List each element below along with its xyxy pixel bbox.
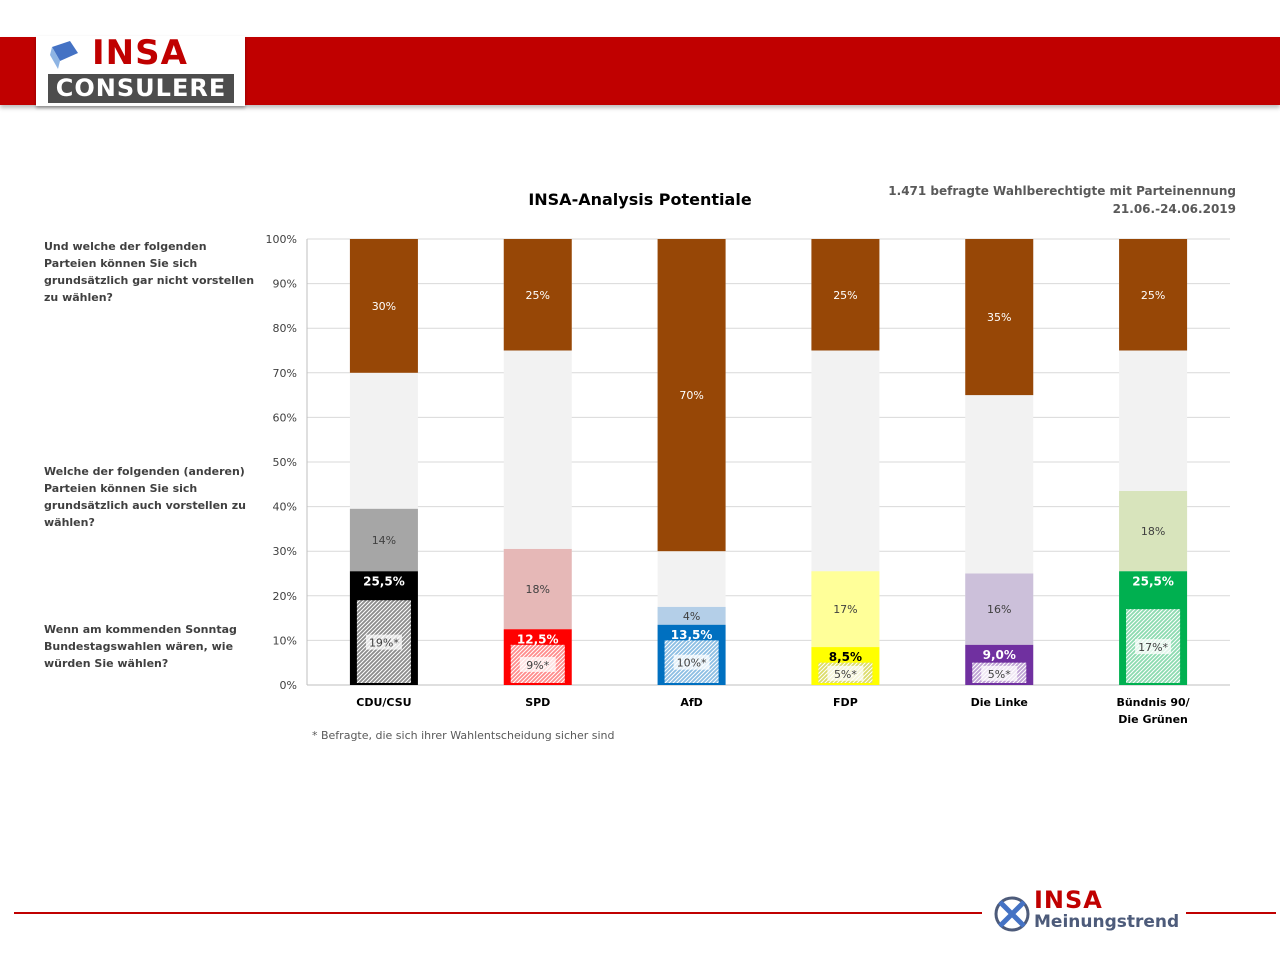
y-tick-label: 50% xyxy=(273,456,297,469)
bar-segment-potential xyxy=(349,508,418,572)
meinungstrend-cross-icon xyxy=(994,896,1030,932)
question-reject: Und welche der folgenden Parteien können… xyxy=(44,240,255,304)
x-category-label: CDU/CSU xyxy=(356,696,411,709)
y-tick-label: 90% xyxy=(273,278,297,291)
x-category-label: Die Grünen xyxy=(1118,713,1188,726)
y-tick-label: 100% xyxy=(266,233,297,246)
y-tick-label: 80% xyxy=(273,322,297,335)
data-label-sure: 5%* xyxy=(988,668,1011,681)
data-label-sure-bg xyxy=(827,665,864,681)
data-label-potential: 18% xyxy=(526,583,550,596)
data-label-reject: 25% xyxy=(1141,289,1165,302)
data-label-reject: 35% xyxy=(987,311,1011,324)
y-tick-label: 0% xyxy=(280,679,297,692)
data-label-sure: 5%* xyxy=(834,668,857,681)
bar-segment-reject xyxy=(657,239,726,552)
data-label-potential: 16% xyxy=(987,603,1011,616)
data-label-vote: 25,5% xyxy=(363,574,405,588)
footnote: * Befragte, die sich ihrer Wahlentscheid… xyxy=(312,729,615,742)
bar-segment-potential xyxy=(1119,490,1188,572)
data-label-reject: 25% xyxy=(833,289,857,302)
logo-consulere-text: CONSULERE xyxy=(48,74,234,103)
bar-segment-potential xyxy=(965,573,1034,645)
data-label-vote: 13,5% xyxy=(671,628,713,642)
chart-title: INSA-Analysis Potentiale xyxy=(528,190,752,209)
chart-subtitle-sample: 1.471 befragte Wahlberechtigte mit Parte… xyxy=(888,184,1236,198)
bar-segment-potential xyxy=(503,548,572,630)
data-label-reject: 70% xyxy=(679,389,703,402)
x-category-label: SPD xyxy=(525,696,550,709)
y-tick-label: 40% xyxy=(273,501,297,514)
bar-segment-reject xyxy=(349,239,418,373)
data-label-potential: 17% xyxy=(833,603,857,616)
footer-line-left xyxy=(14,912,982,914)
x-category-label: Die Linke xyxy=(971,696,1028,709)
bar-segment-reject xyxy=(811,239,880,351)
data-label-sure: 19%* xyxy=(369,637,399,650)
footer-meinungstrend-text: Meinungstrend xyxy=(1034,912,1180,932)
bar-segment-potential xyxy=(811,571,880,648)
insa-consulere-logo: INSA CONSULERE xyxy=(36,33,245,106)
question-potential: Welche der folgenden (anderen) Parteien … xyxy=(44,465,246,529)
data-label-sure-bg xyxy=(519,656,556,672)
data-label-potential: 14% xyxy=(372,534,396,547)
x-category-label: Bündnis 90/ xyxy=(1116,696,1190,709)
bar-segment-reject xyxy=(503,239,572,351)
bar-segment-potential xyxy=(657,606,726,625)
y-tick-label: 60% xyxy=(273,411,297,424)
data-label-sure: 9%* xyxy=(526,659,549,672)
bar-segment-reject xyxy=(1119,239,1188,351)
insa-cube-icon xyxy=(50,41,78,69)
insa-meinungstrend-logo: INSA Meinungstrend xyxy=(988,886,1188,938)
data-label-vote: 8,5% xyxy=(829,650,862,664)
data-label-sure-bg xyxy=(981,665,1018,681)
bar-segment-reject xyxy=(965,239,1034,396)
data-label-potential: 18% xyxy=(1141,525,1165,538)
data-label-vote: 25,5% xyxy=(1132,574,1174,588)
chart-subtitle-date: 21.06.-24.06.2019 xyxy=(1112,202,1236,216)
data-label-vote: 12,5% xyxy=(517,632,559,646)
data-label-potential: 4% xyxy=(683,610,700,623)
data-label-vote: 9,0% xyxy=(983,648,1016,662)
data-label-sure: 17%* xyxy=(1138,641,1168,654)
footer-line-right xyxy=(1186,912,1276,914)
y-tick-label: 20% xyxy=(273,590,297,603)
x-category-label: FDP xyxy=(833,696,858,709)
data-label-sure-bg xyxy=(1135,639,1172,655)
question-vote: Wenn am kommenden Sonntag Bundestagswahl… xyxy=(44,623,237,670)
data-label-reject: 25% xyxy=(526,289,550,302)
y-tick-label: 10% xyxy=(273,634,297,647)
x-category-label: AfD xyxy=(680,696,702,709)
y-tick-label: 70% xyxy=(273,367,297,380)
data-label-sure: 10%* xyxy=(677,657,707,670)
y-tick-label: 30% xyxy=(273,545,297,558)
data-label-reject: 30% xyxy=(372,300,396,313)
footer-insa-text: INSA xyxy=(1034,886,1103,914)
logo-insa-text: INSA xyxy=(92,33,188,73)
data-label-sure-bg xyxy=(673,654,710,670)
data-label-sure-bg xyxy=(365,634,402,650)
